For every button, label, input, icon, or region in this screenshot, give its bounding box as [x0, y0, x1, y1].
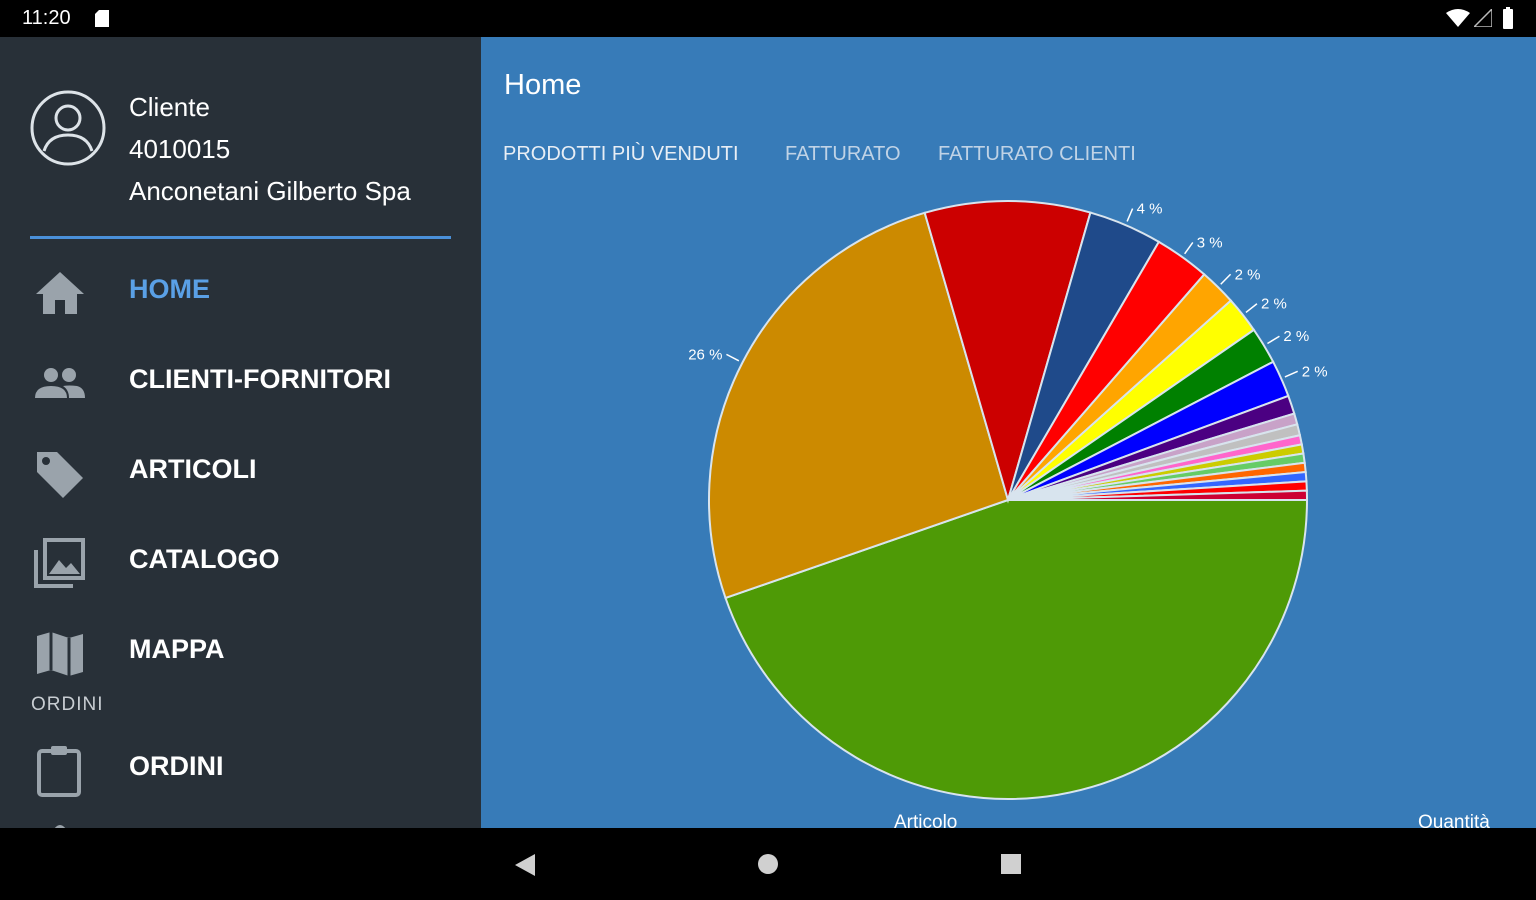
photo-library-icon — [34, 538, 85, 588]
client-name: Anconetani Gilberto Spa — [129, 176, 411, 206]
tab-fatturato[interactable]: FATTURATO — [785, 143, 901, 165]
pie-label-leader — [1245, 303, 1258, 313]
wifi-icon — [1446, 9, 1470, 27]
tab-fatturato-clienti[interactable]: FATTURATO CLIENTI — [938, 143, 1136, 165]
clipboard-icon — [37, 746, 81, 797]
nav-item-ordini[interactable]: ORDINI — [0, 725, 481, 805]
partial-icon — [54, 825, 66, 828]
pie-data-label: 2 % — [1261, 296, 1287, 313]
nav-item-articoli[interactable]: ARTICOLI — [0, 428, 481, 508]
pie-data-label: 2 % — [1283, 328, 1309, 345]
column-header-quantita: Quantità — [1418, 812, 1490, 828]
pie-label-leader — [1126, 208, 1134, 222]
people-icon — [35, 368, 85, 398]
pie-data-label: 4 % — [1137, 201, 1163, 218]
nav-label-ordini: ORDINI — [129, 751, 224, 781]
tag-icon — [37, 452, 83, 498]
pie-label-leader — [1220, 273, 1232, 285]
nav-label-articoli: ARTICOLI — [129, 454, 257, 484]
pie-label-leader — [1284, 370, 1299, 378]
nav-item-mappa[interactable]: MAPPA — [0, 608, 481, 688]
pie-data-label: 2 % — [1235, 266, 1261, 283]
pie-slice — [724, 499, 1309, 800]
page-title: Home — [504, 69, 582, 101]
back-icon[interactable] — [513, 852, 537, 878]
pie-label-leader — [1184, 242, 1194, 255]
home-button-icon[interactable] — [757, 853, 779, 875]
column-header-articolo: Articolo — [894, 812, 958, 828]
status-bar: 11:20 — [0, 0, 1536, 37]
main-content: Home PRODOTTI PIÙ VENDUTI FATTURATO FATT… — [481, 37, 1536, 828]
battery-icon — [1503, 7, 1513, 29]
account-circle-icon — [30, 90, 106, 166]
nav-item-catalogo[interactable]: CATALOGO — [0, 518, 481, 598]
section-label-ordini: ORDINI — [31, 694, 104, 715]
nav-item-home[interactable]: HOME — [0, 248, 481, 328]
client-label: Cliente — [129, 92, 210, 122]
home-icon — [36, 272, 84, 314]
pie-chart: 26 %4 %3 %2 %2 %2 %2 % — [688, 200, 1328, 800]
recents-icon[interactable] — [1000, 853, 1022, 875]
pie-data-label: 26 % — [688, 346, 722, 363]
client-code: 4010015 — [129, 134, 231, 164]
pie-label-leader — [726, 353, 740, 362]
nav-label-mappa: MAPPA — [129, 634, 225, 664]
nav-label-clienti-fornitori: CLIENTI-FORNITORI — [129, 364, 391, 394]
tab-prodotti-piu-venduti[interactable]: PRODOTTI PIÙ VENDUTI — [503, 143, 739, 165]
pie-label-leader — [1267, 335, 1280, 345]
map-icon — [37, 632, 83, 676]
nav-item-clienti-fornitori[interactable]: CLIENTI-FORNITORI — [0, 338, 481, 418]
navigation-drawer: Cliente 4010015 Anconetani Gilberto Spa … — [0, 37, 481, 828]
pie-slice — [923, 200, 1092, 504]
profile-divider — [30, 236, 451, 239]
pie-slice — [1007, 489, 1309, 501]
status-time: 11:20 — [22, 7, 71, 29]
signal-icon — [1474, 9, 1492, 27]
pie-data-label: 2 % — [1302, 363, 1328, 380]
nav-label-catalogo: CATALOGO — [129, 544, 280, 574]
pie-data-label: 3 % — [1197, 234, 1223, 251]
nav-label-home: HOME — [129, 274, 210, 304]
pie-slice — [708, 211, 1010, 600]
sd-card-icon — [95, 10, 109, 27]
